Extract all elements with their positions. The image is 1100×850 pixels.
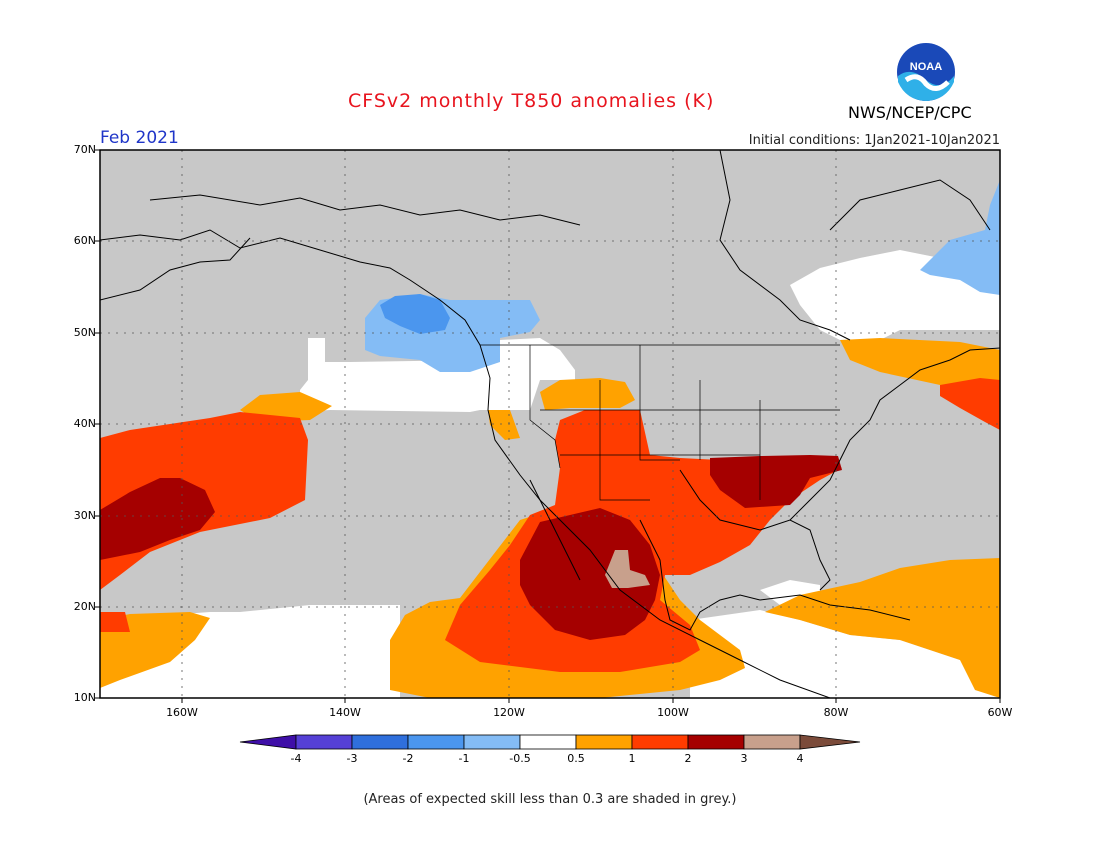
lat-label-20n: 20N	[73, 600, 96, 613]
noaa-logo-text: NOAA	[910, 61, 942, 73]
red-atlantic-ne	[940, 378, 1000, 430]
gridlines	[100, 150, 1000, 698]
forecast-period: Feb 2021	[100, 128, 179, 148]
tan-mexico	[605, 550, 650, 588]
lon-label-100w: 100W	[657, 706, 689, 719]
colorbar-label: -1	[458, 752, 470, 765]
lon-label-140w: 140W	[329, 706, 361, 719]
lon-label-80w: 80W	[823, 706, 849, 719]
coastline-lines	[100, 150, 1000, 698]
colorbar-label: -4	[290, 752, 302, 765]
colorbar-label: 1	[628, 752, 636, 765]
agency-label: NWS/NCEP/CPC	[848, 103, 972, 122]
blue-pacific-nw	[380, 294, 450, 334]
colorbar-cell--2--1	[407, 734, 465, 750]
lat-label-60n: 60N	[73, 234, 96, 247]
colorbar-cell-0.5-1	[575, 734, 633, 750]
colorbar-cell-lt-4	[239, 734, 297, 750]
dark-red-mexico	[520, 508, 660, 640]
colorbar-label: -2	[402, 752, 414, 765]
dark-red-southeast-us	[710, 455, 842, 508]
colorbar-cell-1-2	[631, 734, 689, 750]
dark-red-pacific	[100, 478, 215, 560]
colorbar-cell-3-4	[743, 734, 801, 750]
colorbar-cell--0.5-0.5	[519, 734, 577, 750]
state-borders	[480, 344, 840, 501]
white-pacific-north	[300, 338, 575, 412]
colorbar-cell--4--3	[295, 734, 353, 750]
lon-label-60w: 60W	[987, 706, 1013, 719]
lon-label-160w: 160W	[166, 706, 198, 719]
red-pacific-small	[100, 612, 130, 632]
light-blue-labrador	[920, 180, 1000, 295]
orange-atlantic-ne	[840, 338, 1000, 386]
initial-conditions: Initial conditions: 1Jan2021-10Jan2021	[748, 133, 1000, 148]
colorbar-cell-gt-4	[799, 734, 861, 750]
skill-footnote: (Areas of expected skill less than 0.3 a…	[363, 792, 737, 807]
colorbar-label: 0.5	[567, 752, 585, 765]
lat-label-70n: 70N	[73, 143, 96, 156]
colorbar-label: 4	[796, 752, 804, 765]
lat-label-30n: 30N	[73, 509, 96, 522]
colorbar-label: 2	[684, 752, 692, 765]
lat-label-40n: 40N	[73, 417, 96, 430]
map-title: CFSv2 monthly T850 anomalies (K)	[348, 90, 715, 112]
colorbar-label: -0.5	[509, 752, 531, 765]
orange-us-west	[488, 378, 635, 440]
colorbar-label: 3	[740, 752, 748, 765]
axis-ticks	[95, 149, 1001, 703]
colorbar-label: -3	[346, 752, 358, 765]
colorbar-cell--3--2	[351, 734, 409, 750]
lon-label-120w: 120W	[493, 706, 525, 719]
colorbar-cell--1--0.5	[463, 734, 521, 750]
orange-caribbean	[765, 558, 1000, 698]
lat-label-50n: 50N	[73, 326, 96, 339]
colorbar	[239, 734, 861, 750]
lat-label-10n: 10N	[73, 691, 96, 704]
noaa-logo: NOAA	[897, 43, 955, 101]
white-caribbean	[690, 610, 1000, 698]
colorbar-cell-2-3	[687, 734, 745, 750]
